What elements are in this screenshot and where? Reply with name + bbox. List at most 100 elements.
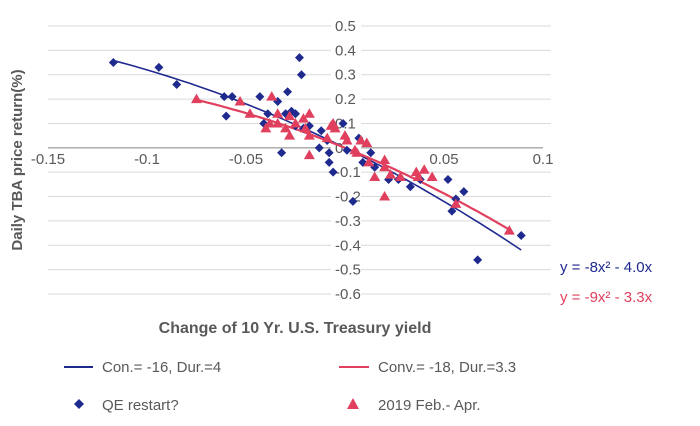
diamond-point bbox=[459, 187, 469, 197]
tick-label-background bbox=[331, 236, 361, 254]
y-tick-label: -0.6 bbox=[335, 286, 361, 303]
triangle-point bbox=[280, 122, 292, 133]
diamond-point bbox=[154, 62, 164, 72]
diamond-point bbox=[516, 231, 526, 241]
triangle-point bbox=[272, 117, 284, 128]
legend-label-blue-trend: Con.= -16, Dur.=4 bbox=[102, 359, 221, 376]
triangle-point bbox=[351, 147, 363, 157]
legend-label-red-trend: Conv.= -18, Dur.=3.3 bbox=[378, 359, 516, 376]
diamond-point bbox=[314, 143, 324, 153]
triangle-point bbox=[385, 169, 397, 179]
diamond-point bbox=[405, 182, 415, 192]
tick-label-background bbox=[331, 65, 361, 83]
diamond-point bbox=[338, 118, 348, 128]
triangle-point bbox=[379, 161, 391, 172]
triangle-point bbox=[363, 156, 375, 167]
diamond-point bbox=[277, 148, 287, 158]
triangle-point bbox=[321, 132, 333, 143]
diamond-point bbox=[316, 126, 326, 136]
diamond-point bbox=[172, 79, 182, 89]
diamond-point bbox=[108, 58, 118, 68]
x-tick-label: -0.15 bbox=[31, 151, 65, 168]
triangle-point bbox=[266, 91, 278, 101]
diamond-point bbox=[291, 109, 300, 119]
triangle-point bbox=[379, 154, 391, 164]
tick-label-background bbox=[331, 285, 361, 302]
y-tick-label: -0.3 bbox=[335, 213, 361, 230]
diamond-point bbox=[348, 196, 358, 206]
diamond-point bbox=[328, 167, 338, 177]
y-tick-label: 0.5 bbox=[335, 18, 356, 35]
triangle-point bbox=[297, 113, 309, 123]
diamond-point bbox=[473, 255, 483, 265]
y-tick-label: 0.4 bbox=[335, 42, 356, 59]
tick-label-background bbox=[331, 41, 361, 59]
diamond-point bbox=[263, 109, 273, 119]
triangle-point bbox=[260, 122, 272, 133]
diamond-point bbox=[366, 148, 376, 158]
triangle-point bbox=[426, 171, 438, 182]
triangle-point bbox=[234, 96, 246, 106]
triangle-point bbox=[264, 117, 276, 128]
x-axis-label: Change of 10 Yr. U.S. Treasury yield bbox=[159, 320, 432, 337]
diamond-point bbox=[342, 145, 352, 155]
x-tick-label: -0.1 bbox=[134, 151, 160, 168]
triangle-point bbox=[303, 149, 315, 160]
y-axis-label: Daily TBA price return(%) bbox=[9, 69, 26, 250]
x-tick-label: -0.05 bbox=[229, 151, 263, 168]
diamond-point bbox=[324, 148, 334, 158]
y-tick-label: 0.2 bbox=[335, 91, 356, 108]
legend-diamond-marker bbox=[74, 399, 84, 409]
trendline-equation-blue: y = -8x² - 4.0x bbox=[560, 259, 653, 276]
legend-label-qe: QE restart? bbox=[102, 397, 179, 414]
triangle-point bbox=[418, 164, 430, 174]
diamond-point bbox=[443, 174, 453, 184]
tick-label-background bbox=[331, 163, 361, 181]
y-tick-label: 0 bbox=[335, 140, 343, 157]
triangle-point bbox=[394, 171, 406, 182]
diamond-point bbox=[219, 92, 229, 102]
diamond-point bbox=[255, 92, 265, 102]
diamond-point bbox=[221, 111, 231, 121]
y-tick-label: -0.2 bbox=[335, 189, 361, 206]
diamond-point bbox=[447, 206, 457, 216]
triangle-point bbox=[244, 108, 256, 118]
tick-label-background bbox=[331, 17, 361, 34]
triangle-point bbox=[303, 108, 315, 118]
triangle-point bbox=[450, 198, 462, 208]
x-tick-label: 0.1 bbox=[533, 151, 554, 168]
legend-label-2019: 2019 Feb.- Apr. bbox=[378, 397, 481, 414]
triangle-point bbox=[361, 137, 373, 147]
triangle-point bbox=[355, 135, 367, 145]
triangle-point bbox=[272, 108, 284, 118]
tick-label-background bbox=[331, 260, 361, 278]
legend-triangle-marker bbox=[347, 398, 359, 409]
triangle-point bbox=[412, 171, 424, 182]
y-tick-label: -0.5 bbox=[335, 262, 361, 279]
x-tick-label: 0.05 bbox=[429, 151, 458, 168]
triangle-point bbox=[329, 122, 341, 133]
diamond-point bbox=[283, 87, 293, 97]
diamond-point bbox=[324, 157, 334, 167]
y-tick-label: -0.1 bbox=[335, 164, 361, 181]
triangle-point bbox=[303, 130, 315, 140]
triangle-point bbox=[503, 225, 515, 235]
diamond-point bbox=[227, 92, 237, 102]
triangle-point bbox=[369, 171, 381, 182]
triangle-point bbox=[284, 110, 296, 121]
triangle-point bbox=[290, 117, 301, 128]
trendline-equation-red: y = -9x² - 3.3x bbox=[560, 289, 653, 306]
triangle-point bbox=[379, 191, 391, 201]
diamond-point bbox=[294, 53, 304, 63]
y-tick-label: 0.3 bbox=[335, 67, 356, 84]
y-tick-label: -0.4 bbox=[335, 237, 361, 254]
legend: Con.= -16, Dur.=4 Conv.= -18, Dur.=3.3 Q… bbox=[64, 359, 516, 414]
tick-label-background bbox=[331, 90, 361, 108]
tick-label-background bbox=[331, 211, 361, 229]
triangle-point bbox=[341, 135, 353, 145]
diamond-point bbox=[296, 70, 306, 80]
triangle-point bbox=[299, 122, 311, 133]
triangle-point bbox=[284, 130, 296, 140]
diamond-point bbox=[304, 121, 314, 131]
